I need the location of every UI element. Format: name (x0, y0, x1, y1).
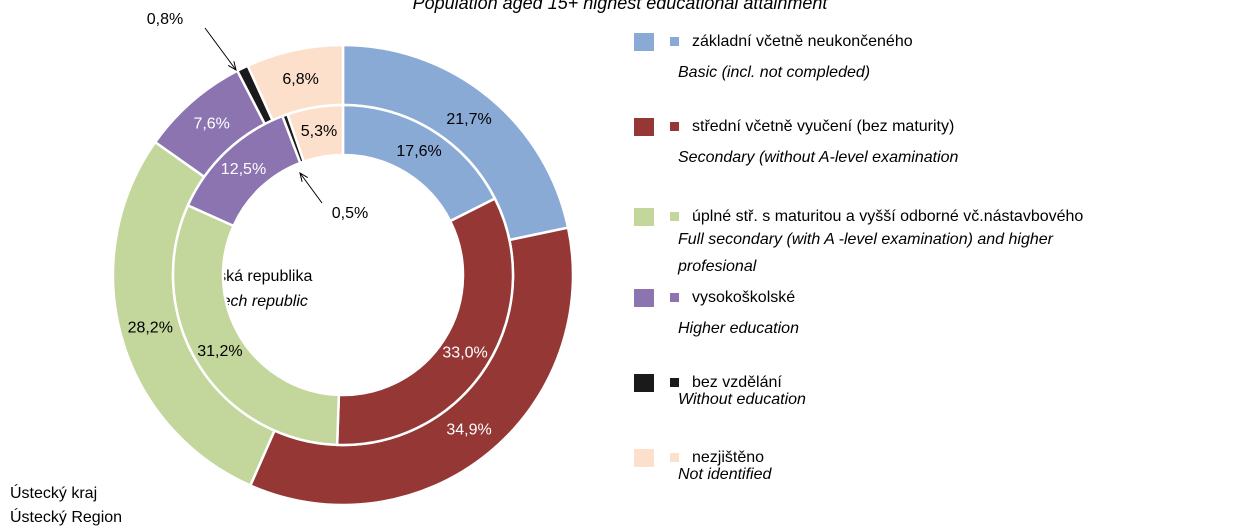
legend-swatch (634, 33, 654, 51)
leader-line (204, 27, 237, 71)
legend-label-en: Full secondary (with A -level examinatio… (677, 231, 1054, 275)
legend-label: úplné stř. s maturitou a vyšší odborné v… (692, 208, 1083, 225)
data-label: 31,2% (197, 343, 242, 360)
legend-label: základní včetně neukončeného (692, 33, 913, 50)
legend-label: střední včetně vyučení (bez maturity) (692, 118, 954, 135)
legend-label-en: Without education (678, 391, 806, 408)
legend-swatch (634, 289, 654, 307)
legend-label: vysokoškolské (692, 289, 795, 306)
legend-label-en: Secondary (without A-level examination (678, 149, 959, 166)
outer-label: Ústecký kraj (10, 483, 97, 502)
donut-segment (335, 196, 515, 447)
legend-swatch (634, 449, 654, 467)
data-label: 33,0% (442, 344, 487, 361)
data-label: 0,5% (332, 205, 368, 222)
leader-arrow (299, 171, 308, 182)
data-label: 17,6% (396, 143, 441, 160)
center-label: Česká republika (198, 266, 313, 285)
legend-label-en: Not identified (678, 466, 772, 483)
legend-swatch-small (670, 122, 679, 131)
leader-arrow (228, 61, 237, 72)
legend-label: nezjištěno (692, 449, 764, 466)
legend-swatch-small (670, 453, 679, 462)
legend-swatch (634, 118, 654, 136)
legend-label-en: Basic (incl. not compleded) (678, 64, 870, 81)
donut-segment (285, 103, 345, 164)
outer-label-en: Ústecký Region (10, 507, 122, 526)
data-label: 28,2% (128, 320, 173, 337)
data-label: 12,5% (221, 161, 266, 178)
data-label: 0,8% (147, 11, 183, 28)
legend-swatch-small (670, 212, 679, 221)
legend-swatch-small (670, 293, 679, 302)
center-label-en: Czech republic (202, 293, 308, 310)
data-label: 21,7% (446, 111, 491, 128)
data-label: 6,8% (282, 71, 318, 88)
data-label: 34,9% (446, 422, 491, 439)
legend-label: bez vzdělání (692, 374, 782, 391)
donut-segment (171, 203, 341, 447)
data-label: 5,3% (301, 123, 337, 140)
chart-title: Population aged 15+ highest educational … (413, 0, 829, 13)
legend-swatch (634, 208, 654, 226)
leader-line (299, 172, 323, 204)
legend-swatch-small (670, 37, 679, 46)
legend-swatch-small (670, 378, 679, 387)
legend-swatch (634, 374, 654, 392)
data-label: 7,6% (193, 115, 229, 132)
legend-label-en: Higher education (678, 320, 799, 337)
